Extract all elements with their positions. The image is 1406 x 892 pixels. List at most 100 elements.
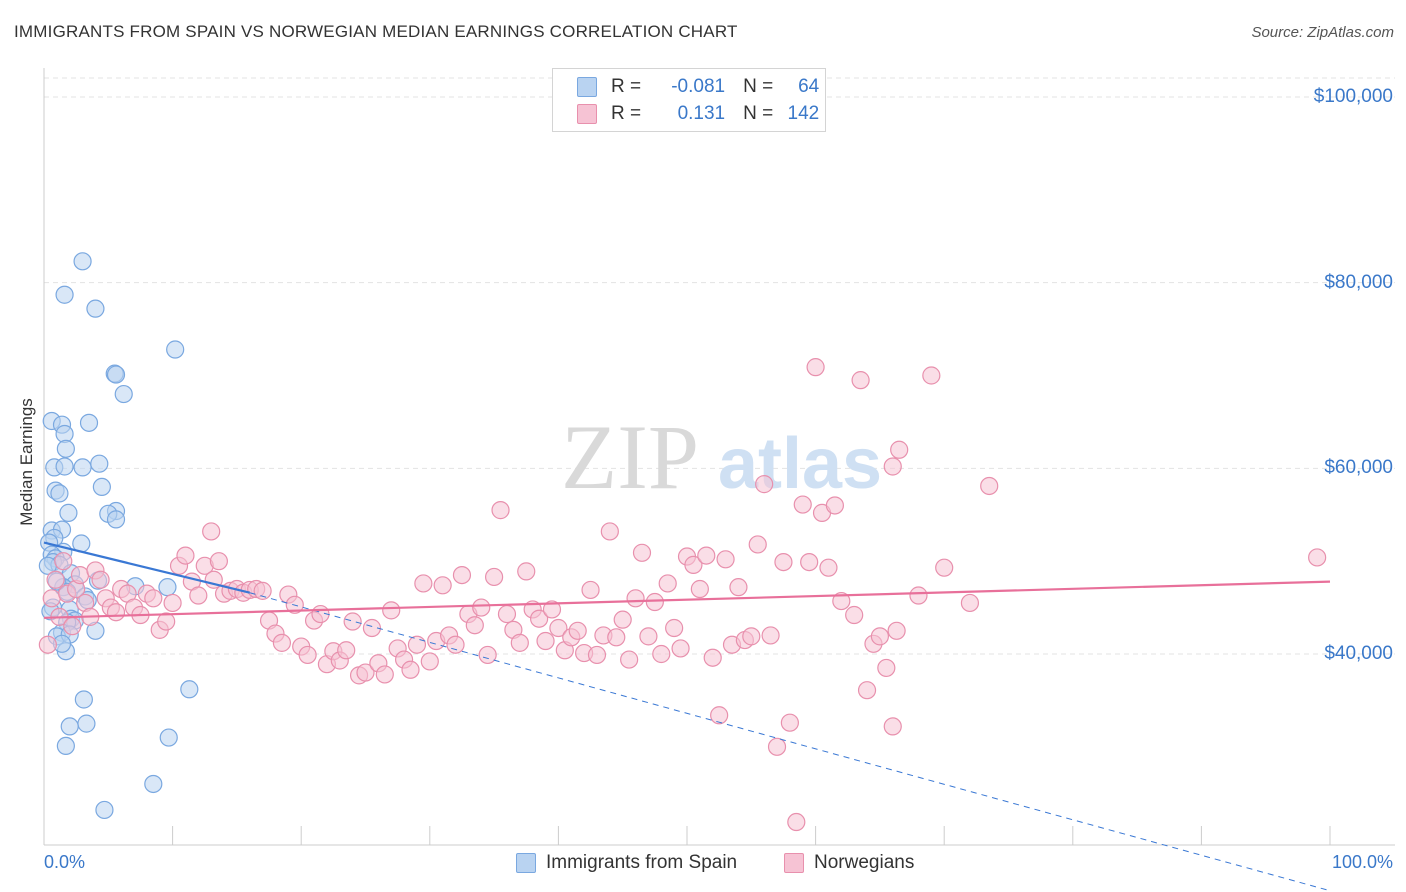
norwegian-point: [414, 574, 433, 593]
spain-point: [144, 774, 163, 794]
norwegian-point: [465, 616, 484, 635]
norwegian-point: [1308, 548, 1327, 567]
spain-point: [92, 477, 111, 496]
bottom-legend-spain: Immigrants from Spain: [516, 852, 737, 874]
trend-layer: [43, 541, 1331, 892]
norwegian-point: [54, 552, 73, 571]
spain-point: [106, 510, 126, 529]
norwegian-point: [716, 550, 735, 569]
spain-point: [50, 484, 69, 503]
norwegian-point: [800, 552, 819, 572]
watermark-zip: ZIP: [561, 406, 699, 508]
spain-point: [79, 413, 99, 432]
spain-point: [77, 714, 96, 733]
norwegian-point: [587, 645, 607, 665]
y-tick-label: $80,000: [1324, 271, 1393, 293]
norwegian-point: [581, 580, 600, 600]
norwegian-point: [877, 658, 896, 678]
norwegian-point: [658, 574, 677, 593]
bottom-swatch-blue: [516, 853, 536, 873]
norwegian-point: [665, 618, 684, 638]
norwegian-point: [851, 371, 870, 390]
norwegian-point: [337, 641, 356, 660]
y-tick-label: $100,000: [1313, 86, 1393, 107]
points-layer: [38, 252, 1327, 832]
norwegian-point: [774, 552, 793, 572]
norwegian-point: [890, 440, 909, 459]
chart-title: IMMIGRANTS FROM SPAIN VS NORWEGIAN MEDIA…: [14, 22, 738, 41]
bottom-legend-norwegians: Norwegians: [784, 852, 914, 874]
norwegian-point: [883, 457, 902, 476]
norwegian-point: [485, 567, 504, 587]
norwegian-point: [452, 565, 472, 585]
spain-point: [95, 800, 114, 820]
norwegian-point: [70, 565, 90, 585]
legend-r-value: -0.081: [671, 76, 726, 97]
norwegian-point: [542, 600, 562, 619]
norwegian-point: [382, 601, 401, 620]
norwegian-point: [909, 586, 928, 605]
norwegian-point: [935, 558, 954, 577]
spain-point: [55, 285, 74, 304]
norwegian-point: [497, 604, 517, 624]
norwegian-point: [761, 626, 780, 645]
norwegian-point: [960, 593, 980, 613]
norwegian-point: [825, 496, 844, 515]
correlation-legend: R = -0.081 N = 64 R = 0.131 N = 142: [552, 68, 826, 132]
spain-point: [106, 365, 126, 384]
norwegian-trend-line: [43, 580, 1331, 619]
spain-point: [73, 458, 92, 477]
norwegian-point: [645, 592, 664, 612]
norwegian-point: [690, 579, 709, 599]
legend-n-value: 64: [798, 76, 820, 97]
norwegian-point: [870, 627, 890, 646]
legend-r-value: 0.131: [677, 103, 726, 124]
norwegian-point: [697, 546, 716, 565]
norwegian-point: [472, 598, 491, 617]
norwegian-point: [157, 612, 176, 631]
norwegian-point: [710, 706, 729, 725]
norwegian-point: [742, 627, 761, 646]
norwegian-point: [729, 578, 748, 597]
norwegian-point: [639, 627, 658, 646]
norwegian-point: [491, 501, 510, 520]
spain-trend-line: [43, 541, 251, 594]
norwegian-point: [887, 621, 906, 640]
norwegian-point: [163, 593, 182, 613]
bottom-swatch-pink: [784, 853, 804, 873]
norwegian-point: [819, 558, 838, 577]
norwegian-point: [91, 570, 110, 589]
norwegian-point: [144, 589, 163, 608]
norwegian-point: [356, 663, 375, 682]
y-tick-label: $60,000: [1324, 457, 1393, 479]
norwegian-point: [767, 737, 787, 756]
norwegian-point: [755, 475, 774, 494]
spain-point: [158, 578, 177, 597]
spain-point: [90, 454, 109, 473]
norwegian-point: [517, 562, 536, 581]
norwegian-point: [832, 591, 851, 611]
norwegian-point: [793, 495, 812, 514]
spain-point: [73, 252, 92, 271]
x-tick-max: 100.0%: [1331, 852, 1393, 872]
spain-point: [56, 439, 75, 458]
bottom-legend-label: Immigrants from Spain: [546, 852, 738, 873]
norwegian-point: [530, 609, 549, 628]
norwegian-point: [272, 633, 292, 652]
norwegian-point: [63, 617, 82, 636]
y-tick-label: $40,000: [1324, 643, 1393, 664]
norwegian-point: [883, 717, 902, 736]
norwegian-point: [607, 628, 626, 647]
axes-layer: [43, 68, 1395, 846]
norwegian-point: [433, 576, 452, 595]
norwegian-point: [980, 476, 999, 496]
spain-point: [159, 728, 178, 747]
norwegian-point: [106, 603, 126, 622]
grid-layer: [44, 77, 1395, 655]
norwegian-point: [568, 621, 587, 640]
norwegian-point: [632, 543, 652, 562]
norwegian-point: [600, 522, 619, 541]
norwegian-point: [209, 552, 228, 571]
norwegian-point: [253, 581, 272, 600]
